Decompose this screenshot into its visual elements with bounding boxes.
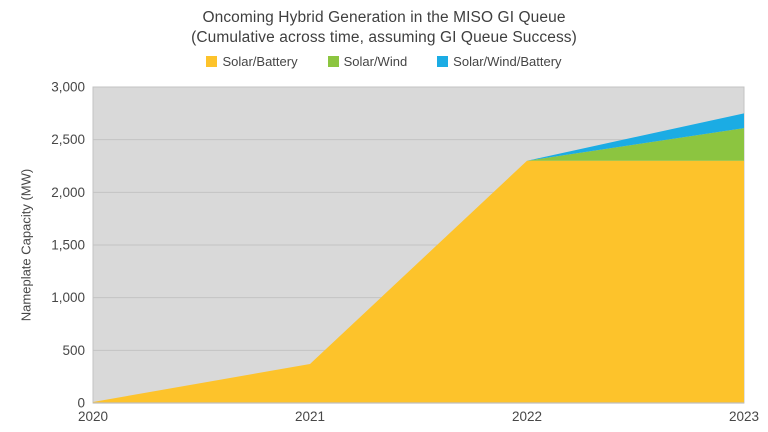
- y-tick-label: 2,500: [51, 132, 85, 147]
- x-tick-label: 2022: [512, 409, 542, 424]
- y-tick-label: 1,500: [51, 238, 85, 253]
- legend-label: Solar/Wind: [343, 54, 408, 69]
- legend-swatch-icon: [206, 56, 218, 67]
- chart-legend: Solar/Battery Solar/Wind Solar/Wind/Batter…: [0, 54, 768, 69]
- y-tick-label: 0: [77, 396, 85, 411]
- y-tick-label: 2,000: [51, 185, 85, 200]
- y-tick-label: 1,000: [51, 290, 85, 305]
- y-tick-label: 3,000: [51, 80, 85, 95]
- y-tick-label: 500: [62, 343, 85, 358]
- x-tick-label: 2021: [295, 409, 325, 424]
- legend-swatch-icon: [437, 56, 449, 67]
- legend-item-1: Solar/Wind: [327, 54, 408, 69]
- legend-swatch-icon: [327, 56, 339, 67]
- legend-label: Solar/Wind/Battery: [453, 54, 562, 69]
- x-tick-label: 2023: [729, 409, 759, 424]
- chart-subtitle: (Cumulative across time, assuming GI Que…: [191, 29, 577, 46]
- area-series-solar-battery: [93, 160, 744, 403]
- legend-item-2: Solar/Wind/Battery: [437, 54, 562, 69]
- x-tick-label: 2020: [78, 409, 108, 424]
- area-series-solar-wind: [93, 128, 744, 402]
- legend-label: Solar/Battery: [222, 54, 298, 69]
- legend-item-0: Solar/Battery: [206, 54, 298, 69]
- chart-title: Oncoming Hybrid Generation in the MISO G…: [202, 9, 566, 26]
